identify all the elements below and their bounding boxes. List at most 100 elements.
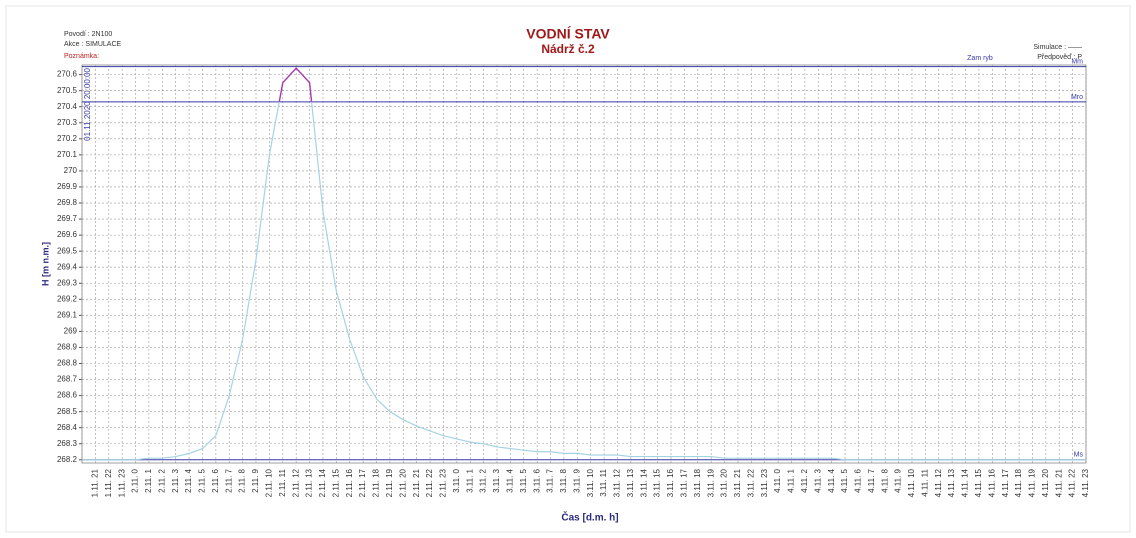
x-tick-label: 4.11. 20 <box>1041 468 1050 497</box>
y-tick-label: 269.7 <box>57 214 78 223</box>
x-tick-label: 3.11. 18 <box>693 468 702 497</box>
reference-label: Ms <box>1074 452 1084 459</box>
x-tick-label: 3.11. 22 <box>746 468 755 497</box>
x-tick-label: 2.11. 1 <box>144 468 153 492</box>
x-tick-label: 3.11. 10 <box>586 468 595 497</box>
note: Poznámka: <box>64 53 99 60</box>
y-tick-label: 269.6 <box>57 230 78 239</box>
reference-label: Mm <box>1071 58 1083 65</box>
x-tick-label: 2.11. 6 <box>211 468 220 492</box>
x-tick-label: 4.11. 16 <box>987 468 996 497</box>
x-tick-label: 4.11. 18 <box>1014 468 1023 497</box>
x-tick-label: 3.11. 20 <box>720 468 729 497</box>
x-tick-label: 3.11. 13 <box>626 468 635 497</box>
start-label: 01.11.2020 20:00:00 <box>83 67 92 140</box>
x-tick-label: 4.11. 17 <box>1001 468 1010 497</box>
x-tick-label: 4.11. 15 <box>974 468 983 497</box>
reference-label: Mro <box>1071 94 1083 101</box>
x-tick-label: 4.11. 3 <box>813 468 822 492</box>
y-tick-label: 269.4 <box>57 262 78 271</box>
x-tick-label: 4.11. 6 <box>854 468 863 492</box>
y-tick-label: 270.6 <box>57 70 78 79</box>
y-tick-label: 268.3 <box>57 439 78 448</box>
x-tick-label: 3.11. 1 <box>465 468 474 492</box>
x-tick-label: 2.11. 19 <box>385 468 394 497</box>
x-tick-label: 2.11. 22 <box>425 468 434 497</box>
y-tick-label: 268.5 <box>57 407 78 416</box>
x-tick-label: 4.11. 2 <box>800 468 809 492</box>
x-tick-label: 4.11. 23 <box>1081 468 1090 497</box>
x-tick-label: 2.11. 17 <box>358 468 367 497</box>
x-tick-label: 4.11. 4 <box>827 468 836 492</box>
y-tick-label: 269.2 <box>57 294 78 303</box>
annotation: Zam ryb <box>967 55 993 62</box>
data-line <box>82 67 1086 461</box>
x-tick-label: 3.11. 6 <box>532 468 541 492</box>
x-tick-label: 3.11. 2 <box>479 468 488 492</box>
x-tick-label: 3.11. 0 <box>452 468 461 492</box>
x-tick-label: 4.11. 1 <box>787 468 796 492</box>
x-tick-label: 3.11. 17 <box>680 468 689 497</box>
x-tick-label: 2.11. 4 <box>184 468 193 492</box>
y-tick-label: 269.1 <box>57 310 78 319</box>
x-tick-label: 3.11. 8 <box>559 468 568 492</box>
y-tick-label: 268.7 <box>57 375 78 384</box>
x-tick-label: 3.11. 16 <box>666 468 675 497</box>
x-tick-label: 3.11. 23 <box>760 468 769 497</box>
y-tick-label: 270.2 <box>57 134 78 143</box>
x-tick-label: 2.11. 20 <box>398 468 407 497</box>
x-tick-label: 3.11. 12 <box>613 468 622 497</box>
x-tick-label: 3.11. 7 <box>546 468 555 492</box>
x-tick-label: 1.11. 23 <box>117 468 126 497</box>
x-axis-title: Čas [d.m. h] <box>561 511 618 524</box>
x-tick-label: 3.11. 14 <box>639 468 648 497</box>
x-tick-label: 1.11. 21 <box>90 468 99 497</box>
x-tick-label: 3.11. 21 <box>733 468 742 497</box>
y-tick-label: 270 <box>64 166 78 175</box>
chart-title: VODNÍ STAV <box>526 26 610 42</box>
x-tick-label: 2.11. 13 <box>305 468 314 497</box>
x-tick-label: 2.11. 5 <box>198 468 207 492</box>
info: Povodí : 2N100 <box>64 31 112 38</box>
plot-border <box>81 64 1087 464</box>
y-tick-label: 269 <box>64 327 78 336</box>
y-tick-label: 270.5 <box>57 86 78 95</box>
x-tick-label: 2.11. 21 <box>412 468 421 497</box>
y-tick-label: 270.1 <box>57 150 78 159</box>
y-tick-label: 269.5 <box>57 246 78 255</box>
x-tick-label: 2.11. 9 <box>251 468 260 492</box>
x-tick-label: 2.11. 15 <box>331 468 340 497</box>
x-tick-label: 4.11. 14 <box>961 468 970 497</box>
legend-entry: Simulace : —— <box>1033 44 1082 51</box>
y-tick-label: 270.4 <box>57 102 78 111</box>
x-tick-label: 4.11. 11 <box>920 468 929 496</box>
x-tick-label: 4.11. 12 <box>934 468 943 497</box>
x-tick-label: 4.11. 21 <box>1054 468 1063 497</box>
x-tick-label: 2.11. 3 <box>171 468 180 492</box>
x-tick-label: 4.11. 10 <box>907 468 916 497</box>
y-axis-title: H [m n.m.] <box>40 242 50 286</box>
x-tick-label: 4.11. 7 <box>867 468 876 492</box>
x-tick-label: 2.11. 16 <box>345 468 354 497</box>
x-tick-label: 3.11. 11 <box>599 468 608 496</box>
x-tick-label: 4.11. 19 <box>1028 468 1037 497</box>
x-tick-label: 2.11. 10 <box>265 468 274 497</box>
x-tick-label: 2.11. 0 <box>131 468 140 492</box>
y-tick-label: 270.3 <box>57 118 78 127</box>
x-tick-label: 3.11. 3 <box>492 468 501 492</box>
y-tick-label: 268.2 <box>57 455 78 464</box>
chart-subtitle: Nádrž č.2 <box>541 42 595 56</box>
x-tick-label: 3.11. 15 <box>653 468 662 497</box>
x-tick-label: 3.11. 19 <box>706 468 715 497</box>
x-tick-label: 3.11. 4 <box>505 468 514 492</box>
y-tick-label: 268.4 <box>57 423 78 432</box>
x-tick-label: 3.11. 5 <box>519 468 528 492</box>
x-tick-label: 4.11. 9 <box>894 468 903 492</box>
info: Akce : SIMULACE <box>64 41 122 48</box>
frame <box>5 5 1131 533</box>
y-tick-label: 269.3 <box>57 278 78 287</box>
y-tick-label: 269.9 <box>57 182 78 191</box>
x-tick-label: 2.11. 2 <box>157 468 166 492</box>
y-tick-label: 268.8 <box>57 359 78 368</box>
y-tick-label: 268.6 <box>57 391 78 400</box>
